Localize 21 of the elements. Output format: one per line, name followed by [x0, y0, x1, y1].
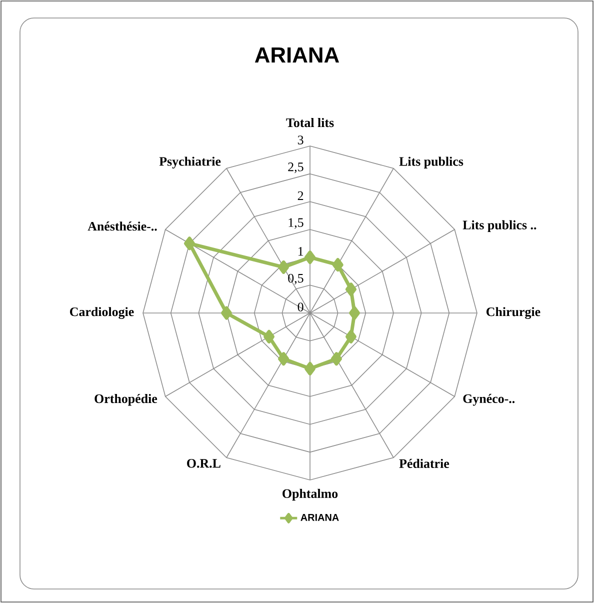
- legend-label: ARIANA: [300, 514, 339, 521]
- spoke-label: Psychiatrie: [159, 156, 221, 168]
- spoke-label: Total lits: [286, 118, 334, 128]
- y-tick-label: 0,5: [288, 274, 304, 284]
- spoke-label: Chirurgie: [486, 307, 540, 319]
- y-tick-label: 3: [298, 136, 304, 144]
- spoke-label: Orthopédie: [94, 394, 158, 406]
- spoke-label: Pédiatrie: [399, 458, 450, 468]
- spoke-label: Cardiologie: [70, 307, 134, 319]
- y-tick-label: 2: [298, 191, 304, 200]
- spoke-label: O.R.L: [187, 459, 220, 468]
- spoke-label: Gynéco-..: [463, 394, 515, 406]
- spoke-label: Lits publics: [399, 156, 464, 168]
- spoke-label: Lits publics ..: [462, 220, 536, 232]
- spoke-label: Anésthésie-..: [88, 222, 157, 231]
- y-tick-label: 0: [298, 302, 304, 312]
- spoke-label: Ophtalmo: [282, 488, 338, 501]
- y-tick-label: 1: [298, 247, 304, 256]
- chart-title: ARIANA: [254, 47, 340, 63]
- y-tick-label: 2,5: [288, 162, 304, 174]
- y-tick-label: 1,5: [288, 218, 304, 229]
